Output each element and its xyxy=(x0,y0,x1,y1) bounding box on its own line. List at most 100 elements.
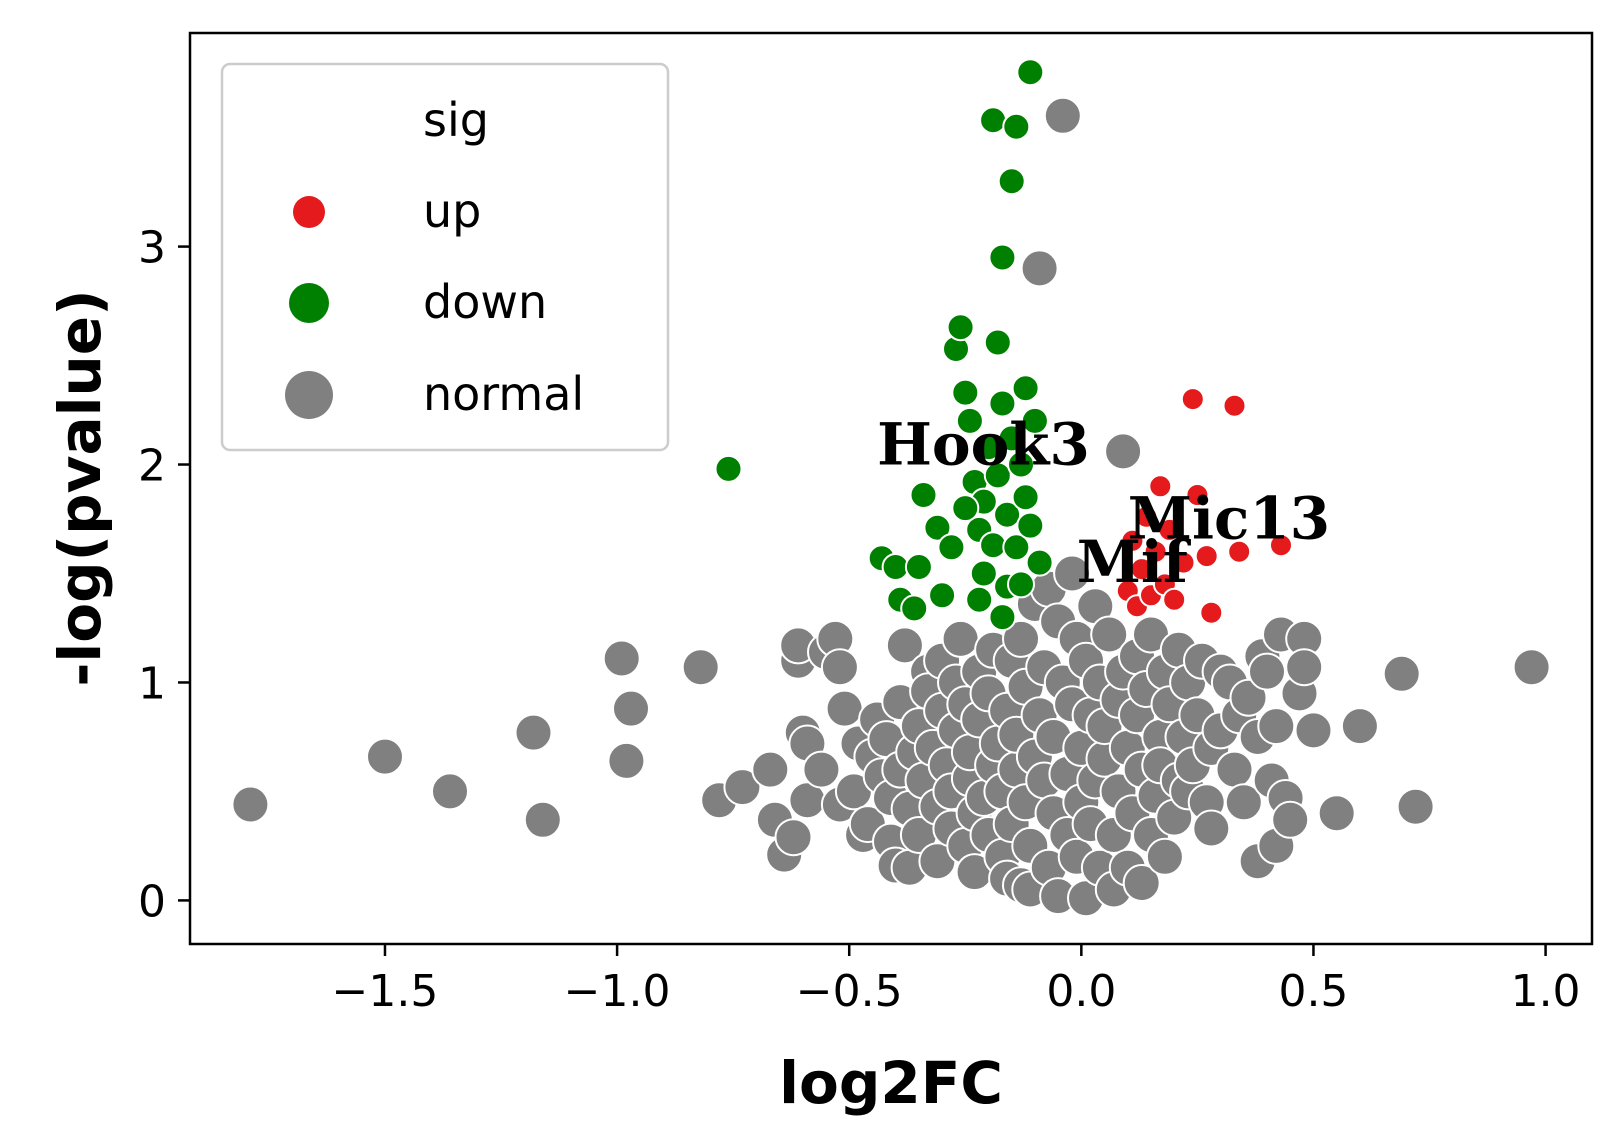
x-tick-label: 1.0 xyxy=(1511,966,1581,1017)
legend-marker-normal xyxy=(285,371,333,419)
point-normal xyxy=(1122,864,1161,902)
point-down xyxy=(937,533,966,562)
y-tick-label: 0 xyxy=(138,876,166,927)
points-layer xyxy=(231,58,1551,918)
annotation-label: Mic13 xyxy=(1128,485,1330,553)
point-down xyxy=(997,424,1026,453)
x-tick-label: 0.0 xyxy=(1046,966,1116,1017)
legend: sig up down normal xyxy=(220,62,670,452)
point-up xyxy=(1157,517,1182,542)
y-axis-title: -log(pvalue) xyxy=(46,289,114,686)
point-up xyxy=(1162,587,1187,612)
point-up xyxy=(1180,387,1205,412)
point-normal xyxy=(885,626,924,665)
annotation-label: Mif xyxy=(1077,528,1192,596)
x-axis-ticks: −1.5 −1.0 −0.5 0.0 0.5 1.0 xyxy=(332,944,1581,1017)
point-normal xyxy=(1192,809,1231,848)
point-down xyxy=(1002,112,1031,141)
point-up xyxy=(1199,600,1224,625)
point-normal xyxy=(1145,837,1184,876)
point-normal xyxy=(366,737,404,776)
point-normal xyxy=(1229,678,1268,717)
point-down xyxy=(983,461,1012,490)
legend-label-down: down xyxy=(423,275,547,329)
point-up xyxy=(1129,557,1154,582)
legend-marker-down xyxy=(289,283,329,323)
series-up xyxy=(1115,387,1293,625)
point-down xyxy=(1007,450,1035,479)
point-down xyxy=(1020,406,1049,435)
point-up xyxy=(1222,393,1247,418)
plot-frame xyxy=(188,31,1594,946)
point-normal xyxy=(1271,800,1310,839)
point-normal xyxy=(802,750,841,789)
x-axis-title: log2FC xyxy=(779,1049,1003,1117)
point-down xyxy=(1007,570,1035,599)
legend-label-normal: normal xyxy=(423,367,584,421)
point-up xyxy=(1269,533,1293,558)
point-normal xyxy=(602,639,641,678)
point-normal xyxy=(751,750,790,789)
point-up xyxy=(1185,483,1210,507)
point-normal xyxy=(1002,619,1040,658)
point-normal xyxy=(681,648,720,687)
point-normal xyxy=(431,772,469,811)
y-tick-label: 3 xyxy=(138,223,166,274)
point-normal xyxy=(941,619,980,658)
point-down xyxy=(904,553,933,581)
y-axis-ticks: 0 1 2 3 xyxy=(138,223,190,927)
point-normal xyxy=(1090,615,1129,654)
point-normal xyxy=(612,689,650,728)
series-normal xyxy=(231,96,1551,918)
point-down xyxy=(979,531,1008,560)
point-normal xyxy=(523,800,562,839)
point-up xyxy=(1148,474,1173,499)
point-down xyxy=(965,585,994,614)
legend-marker-up xyxy=(293,196,325,228)
point-down xyxy=(1011,483,1040,512)
point-normal xyxy=(1053,554,1092,593)
point-down xyxy=(1016,58,1045,87)
point-down xyxy=(946,313,975,342)
point-normal xyxy=(1257,707,1296,746)
point-down xyxy=(983,328,1012,357)
point-down xyxy=(928,581,957,610)
point-down xyxy=(1011,374,1040,403)
point-down xyxy=(979,106,1008,135)
point-down xyxy=(909,481,938,509)
point-down xyxy=(923,513,952,542)
point-normal xyxy=(1020,249,1059,288)
point-normal xyxy=(1396,787,1435,826)
point-normal xyxy=(1512,648,1551,687)
point-normal xyxy=(231,785,270,824)
point-up xyxy=(1171,550,1196,575)
point-normal xyxy=(1285,648,1324,687)
point-up xyxy=(1134,504,1159,529)
point-up xyxy=(1194,544,1219,569)
point-up xyxy=(1120,528,1145,553)
x-tick-label: −0.5 xyxy=(796,966,903,1017)
point-normal xyxy=(1043,96,1082,135)
point-down xyxy=(900,594,929,623)
point-normal xyxy=(1248,652,1286,691)
series-down xyxy=(714,58,1054,632)
point-normal xyxy=(514,713,553,752)
point-down xyxy=(881,553,910,581)
point-normal xyxy=(1104,432,1143,471)
point-down xyxy=(1016,511,1045,540)
point-down xyxy=(1025,548,1054,577)
point-down xyxy=(951,378,980,407)
y-tick-label: 2 xyxy=(138,441,166,492)
point-down xyxy=(951,494,980,523)
point-normal xyxy=(774,818,813,857)
point-normal xyxy=(1317,794,1356,833)
x-tick-label: 0.5 xyxy=(1278,966,1348,1017)
point-down xyxy=(993,500,1022,529)
point-down xyxy=(969,559,998,588)
point-normal xyxy=(1294,711,1333,750)
y-tick-label: 1 xyxy=(138,658,166,709)
annotation-label: Hook3 xyxy=(877,411,1090,479)
point-normal xyxy=(1224,783,1263,822)
